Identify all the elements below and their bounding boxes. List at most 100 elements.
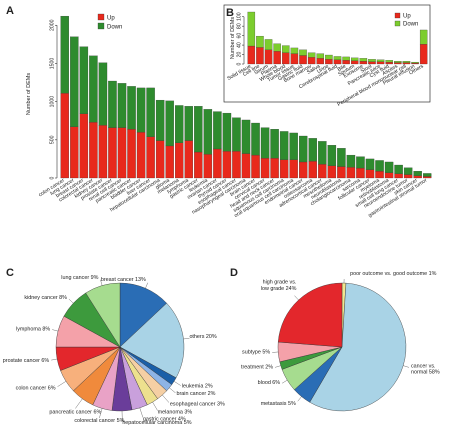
y-tick-label: 0: [49, 176, 55, 179]
bar-up-renal-cell-cancer: [117, 127, 127, 179]
pie-label-hepatocellular-carcinoma-5: hepatocellular carcinoma 5%: [122, 420, 191, 426]
bar-down-cholangiocarcinoma: [346, 154, 356, 168]
bar-down-leukemia: [203, 109, 213, 155]
bar-down-endometrial-cancer: [299, 135, 308, 163]
bar-down-colon-cancer: [60, 15, 69, 94]
bar-up-thyroid-cancer: [222, 151, 232, 179]
bar-down-prostate-cancer: [108, 80, 117, 128]
pie-label-high-grade-vs-low-grade-24-line1: high grade vs.: [263, 280, 297, 286]
bar-up-head-and-neck-cancer: [270, 158, 279, 179]
pie-label-cancer-vs-normal-58-line1: cancer vs.: [411, 363, 436, 369]
bar-down-nasopharyngeal-carcinoma: [241, 119, 251, 154]
pie-label-metastasis-5: metastasis 5%: [261, 401, 296, 407]
legend-swatch-up: [394, 12, 401, 19]
pie-leader-line: [139, 407, 144, 418]
y-axis-title: Number of DEMs: [26, 73, 32, 115]
pie-leader-line: [294, 295, 299, 301]
bar-down-myeloma: [375, 160, 384, 172]
bar-down-small-cell-lung-cancer: [394, 164, 403, 174]
bar-up-lung-cancer: [70, 126, 79, 179]
pie-label-kidney-cancer-8: kidney cancer 8%: [24, 295, 67, 301]
pie-label-prostate-cancer-6: prostate cancer 6%: [3, 358, 50, 364]
bar-up-gastric-cancer: [194, 151, 203, 179]
y-tick-label: 2000: [49, 19, 55, 31]
bar-up-neuroblastoma: [337, 166, 346, 179]
pie-leader-line: [297, 396, 302, 402]
panel-a-letter: A: [6, 5, 14, 17]
bar-up-lymphoma: [184, 140, 193, 179]
bar-up-mesothelioma: [327, 165, 337, 179]
bar-down-kidney-cancer: [98, 62, 108, 126]
pie-label-lymphoma-8: lymphoma 8%: [16, 327, 50, 333]
bar-down-pancreatic-juice: [376, 59, 385, 62]
bar-down-squamous-cell-carcinoma: [279, 131, 289, 160]
bar-down-sarcoma: [356, 156, 365, 169]
y-tick-label: 40: [236, 42, 242, 48]
pie-label-brain-cancer-2: brain cancer 2%: [176, 391, 215, 397]
panel-b-letter: B: [226, 7, 234, 19]
bar-up-sarcoma: [356, 167, 365, 179]
pie-label-breast-cancer-13: breast cancer 13%: [101, 277, 146, 283]
bar-down-liver-cancer: [146, 87, 155, 137]
pie-label-cancer-vs-normal-58-line2: normal 58%: [411, 370, 440, 376]
pie-label-melanoma-3: melanoma 3%: [158, 410, 193, 416]
pie-leader-line: [75, 398, 83, 409]
bar-down-exosome: [359, 58, 368, 62]
bar-up-squamous-cell-carcinoma: [279, 159, 289, 179]
pie-leader-line: [162, 394, 170, 403]
bar-down-plasma: [273, 43, 281, 52]
bar-up-liver-cancer: [146, 136, 155, 179]
panel-d-pie-chart: poor outcome vs. good outcome 1% cancer v…: [241, 271, 440, 412]
legend-swatch-down: [394, 20, 401, 27]
pie-label-gastric-cancer-4: gastric cancer 4%: [143, 416, 186, 422]
bar-down-stool: [368, 59, 376, 62]
pie-leader-line: [99, 408, 103, 419]
pie-leader-line: [145, 282, 148, 289]
pie-leader-line: [100, 279, 103, 286]
x-tick-label-stool: Stool: [360, 64, 373, 75]
bar-down-renal-cell-cancer: [117, 83, 127, 128]
bar-down-sputum: [350, 57, 359, 61]
bar-down-cyst-fluid: [385, 60, 393, 63]
bar-up-tumor-tissue: [290, 53, 299, 65]
bar-down-retinoblastoma: [384, 161, 394, 173]
pie-label-colon-cancer-6: colon cancer 6%: [16, 386, 56, 392]
y-tick-label: 80: [236, 23, 242, 29]
bar-up-glioma: [165, 145, 174, 179]
y-tick-label: 60: [236, 33, 242, 39]
bar-down-lymphoma: [184, 106, 193, 141]
bar-down-melanoma: [175, 105, 184, 143]
bar-down-esophageal-cancer: [232, 117, 241, 152]
pie-leader-line: [68, 298, 74, 304]
pie-label-blood-6: blood 6%: [258, 380, 281, 386]
bar-down-oral-squamous-cell-carcinoma: [289, 132, 298, 160]
panel-c-pie-chart: breast cancer 13% others 20% leukemia 2%br…: [3, 275, 225, 426]
bar-up-whole-blood: [282, 52, 290, 65]
bar-down-cervical-cancer: [260, 127, 270, 159]
bar-down-colorectal-cancer: [89, 55, 98, 123]
bar-down-breast-cancer: [79, 46, 89, 114]
bar-up-adrenocortical-cancer: [318, 164, 327, 179]
bar-down-lung-cancer: [70, 36, 79, 127]
bar-down-head-and-neck-cancer: [270, 129, 279, 159]
pie-leader-line: [52, 329, 59, 332]
bar-up-serum: [264, 49, 273, 65]
bar-down-neuroendocrine-tumor: [403, 167, 413, 175]
pie-label-high-grade-vs-low-grade-24-line2: low grade 24%: [261, 286, 297, 292]
pie-label-colorectal-cancer-5: colorectal cancer 5%: [74, 418, 124, 424]
pie-label-leukemia-2: leukemia 2%: [182, 384, 213, 390]
y-tick-label: 1500: [49, 58, 55, 70]
bar-up-esophageal-cancer: [232, 151, 241, 179]
bar-down-ovarian-cancer: [213, 111, 222, 150]
pie-leader-line: [57, 381, 67, 387]
bar-down-gastric-fluid: [299, 49, 307, 56]
bar-down-saliva: [316, 53, 325, 59]
bar-up-prostate-cancer: [108, 127, 117, 179]
legend-label-down: Down: [107, 25, 122, 31]
pie-slice-cancer-vs-normal-58: [309, 282, 407, 412]
bar-down-follicular-cancer: [365, 158, 375, 170]
bar-up-nasopharyngeal-carcinoma: [241, 153, 251, 179]
bar-up-pancreatic-cancer: [127, 129, 136, 179]
pie-label-esophageal-cancer-3: esophageal cancer 3%: [170, 402, 225, 408]
